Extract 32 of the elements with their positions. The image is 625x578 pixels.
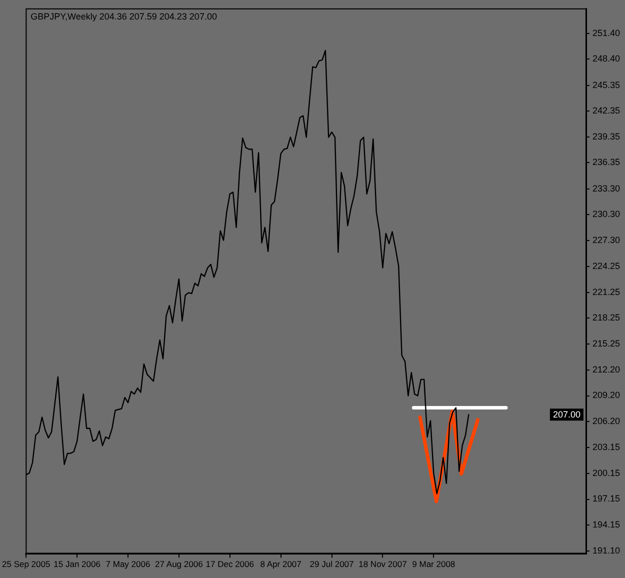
y-tick-label: 197.15 <box>592 494 620 504</box>
y-tick-label: 230.30 <box>592 209 620 220</box>
y-tick-label: 215.25 <box>592 338 620 348</box>
x-tick-label: 15 Jan 2006 <box>54 559 101 570</box>
x-tick-label: 9 Mar 2008 <box>412 559 456 570</box>
y-tick-label: 227.30 <box>592 234 620 245</box>
y-tick-label: 200.15 <box>592 468 620 478</box>
y-tick-label: 221.25 <box>592 286 620 297</box>
y-tick-label: 245.35 <box>592 80 620 90</box>
x-tick-label: 25 Sep 2005 <box>2 559 50 570</box>
x-tick-label: 27 Aug 2006 <box>155 559 204 570</box>
y-tick-label: 191.10 <box>592 546 620 556</box>
y-tick-label: 218.25 <box>592 312 620 323</box>
chart-title: GBPJPY,Weekly 204.36 207.59 204.23 207.00 <box>30 11 217 22</box>
x-tick-label: 18 Nov 2007 <box>358 559 408 570</box>
y-tick-label: 194.15 <box>592 520 620 530</box>
x-tick-label: 8 Apr 2007 <box>260 559 302 570</box>
y-tick-label: 203.15 <box>592 442 620 452</box>
annotation: 207.00 <box>552 410 580 420</box>
y-tick-label: 233.30 <box>592 183 620 194</box>
y-tick-label: 209.20 <box>592 390 620 400</box>
x-tick-label: 29 Jul 2007 <box>310 559 354 570</box>
y-tick-label: 212.20 <box>592 364 620 374</box>
y-tick-label: 248.40 <box>592 54 620 64</box>
x-tick-label: 7 May 2006 <box>106 559 150 570</box>
x-tick-label: 17 Dec 2006 <box>206 559 254 570</box>
y-tick-label: 206.20 <box>592 416 620 426</box>
y-tick-label: 239.35 <box>592 131 620 142</box>
y-tick-label: 251.40 <box>592 28 620 38</box>
y-tick-label: 224.25 <box>592 260 620 271</box>
y-tick-label: 236.35 <box>592 157 620 168</box>
y-tick-label: 242.35 <box>592 106 620 116</box>
